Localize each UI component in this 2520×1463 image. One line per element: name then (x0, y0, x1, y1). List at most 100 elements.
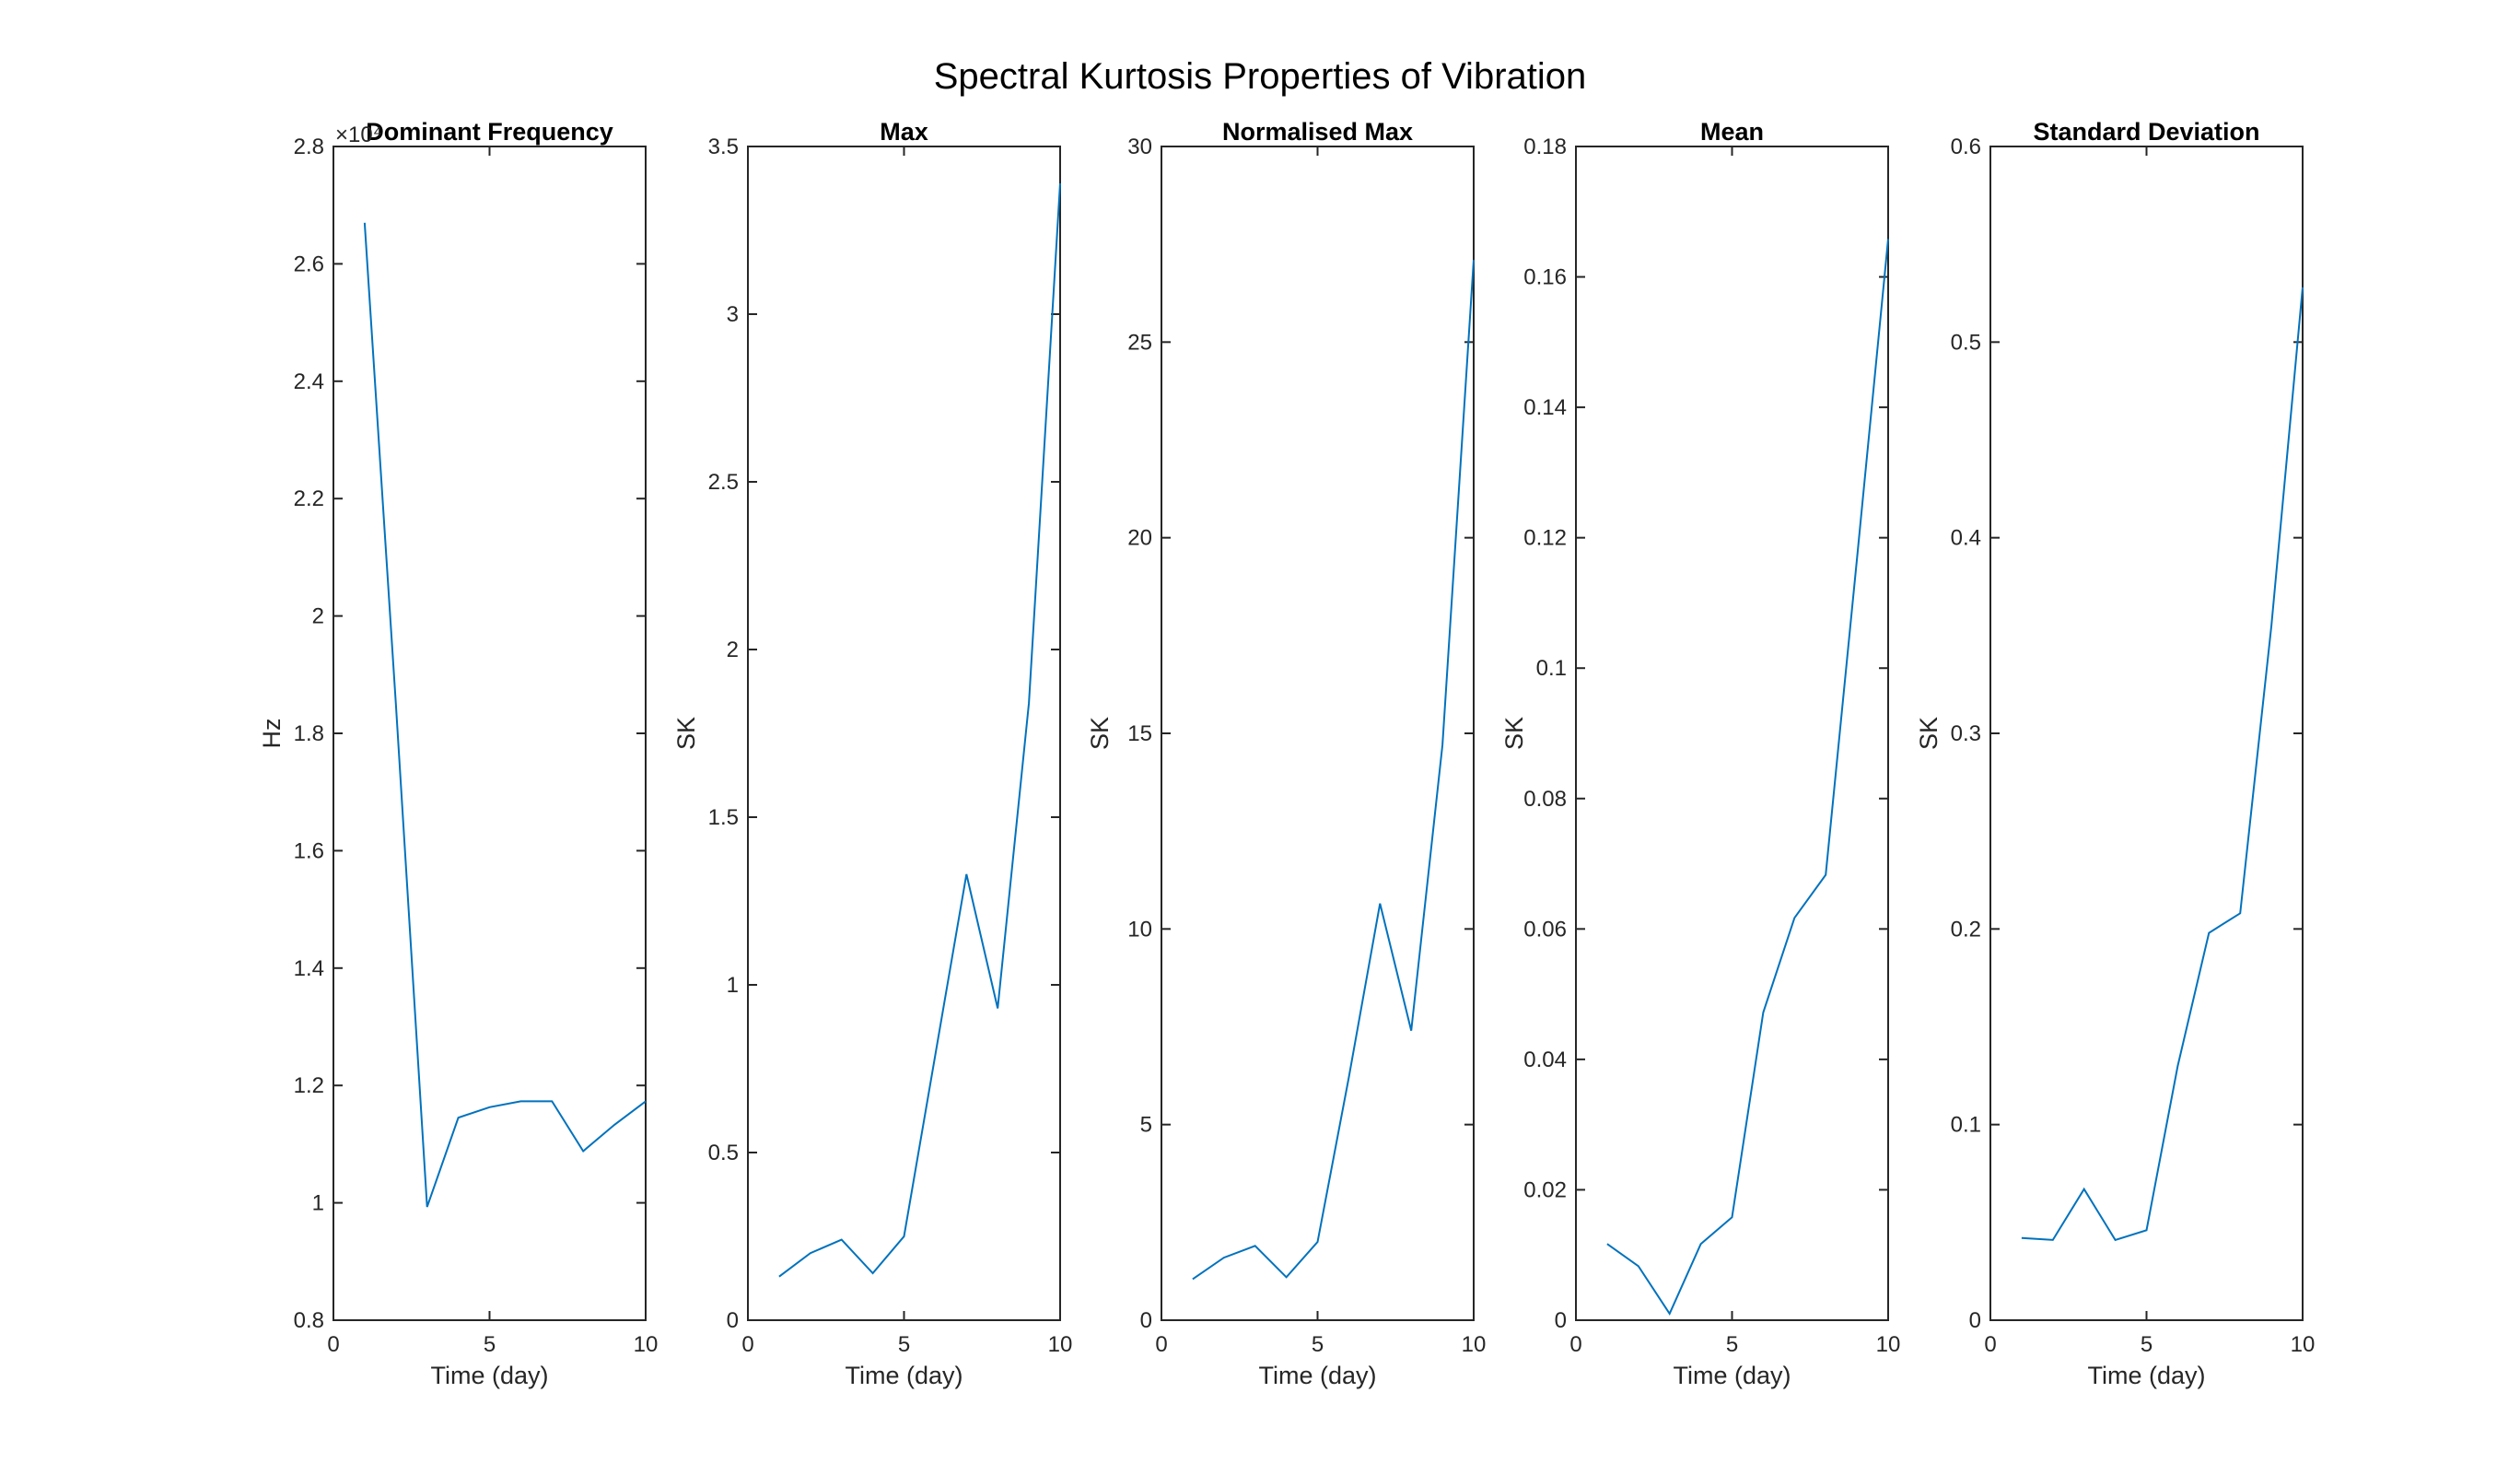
y-tick-label: 1.6 (294, 838, 324, 863)
x-tick-label: 0 (741, 1332, 753, 1357)
data-point (933, 1053, 937, 1057)
y-tick-label: 1.2 (294, 1073, 324, 1098)
y-axis-label: SK (1086, 717, 1114, 750)
x-tick-label: 5 (898, 1332, 910, 1357)
axes-box (1989, 146, 2304, 1321)
y-tick-label: 3 (727, 302, 739, 327)
y-tick-label: 0 (1969, 1308, 1981, 1333)
y-tick-label: 0.18 (1523, 135, 1567, 159)
y-tick-label: 2.8 (294, 135, 324, 159)
x-tick-label: 10 (634, 1332, 659, 1357)
subplot-3: 0 5 10 15 20 25 30 0 5 10 Normalised Max Time (day)… (1086, 118, 1486, 1389)
data-point (871, 1271, 875, 1275)
x-tick-label: 0 (1155, 1332, 1167, 1357)
data-point (1824, 873, 1827, 877)
data-point (1058, 181, 1062, 185)
x-tick-label: 10 (2291, 1332, 2316, 1357)
series-line (363, 222, 647, 1208)
x-tick-label: 5 (484, 1332, 496, 1357)
subplot-title: Max (880, 118, 928, 146)
axes-box (1575, 146, 1889, 1321)
y-tick-label: 0.5 (1951, 330, 1981, 355)
x-tick-label: 5 (1312, 1332, 1324, 1357)
series-line (778, 182, 1061, 1278)
y-tick-label: 2.4 (294, 369, 324, 394)
x-tick-label: 5 (2141, 1332, 2152, 1357)
subplot-1: 0.8 1 1.2 1.4 1.6 1.8 2 2.2 2.4 2.6 2.8 0 5 10 Dominan… (258, 118, 658, 1389)
y-axis-label: SK (1915, 717, 1942, 750)
data-point (1191, 1277, 1195, 1281)
subplot-5: 0 0.1 0.2 0.3 0.4 0.5 0.6 0 5 10 Standard Deviatio… (1915, 118, 2315, 1389)
y-tick-label: 2 (727, 638, 739, 662)
series-line (1606, 239, 1889, 1316)
data-point (2020, 1236, 2024, 1240)
data-point (1699, 1242, 1703, 1246)
x-tick-label: 10 (1048, 1332, 1073, 1357)
data-point (1886, 238, 1890, 241)
y-tick-label: 0 (1140, 1308, 1152, 1333)
data-point (1792, 916, 1796, 919)
y-tick-label: 0.12 (1523, 526, 1567, 551)
y-tick-label: 0.2 (1951, 917, 1981, 942)
data-point (488, 1106, 492, 1109)
data-point (2114, 1238, 2118, 1242)
data-point (1731, 1215, 1734, 1219)
series-line (2021, 287, 2304, 1242)
axes-box (747, 146, 1061, 1321)
y-tick-label: 0.1 (1536, 656, 1567, 681)
y-tick-label: 1.5 (708, 805, 739, 830)
x-axis-label: Time (day) (845, 1362, 962, 1389)
y-axis-label: SK (1500, 717, 1528, 750)
data-point (426, 1205, 429, 1209)
data-point (1761, 1011, 1765, 1014)
data-point (2051, 1238, 2055, 1242)
y-tick-label: 1 (727, 973, 739, 998)
x-tick-label: 10 (1876, 1332, 1901, 1357)
y-axis-label: SK (672, 717, 700, 750)
axes-box (332, 146, 647, 1321)
x-axis-label: Time (day) (2087, 1362, 2205, 1389)
data-point (1409, 1029, 1413, 1033)
y-axis-label: Hz (258, 719, 286, 749)
subplot-2: 0 0.5 1 1.5 2 2.5 3 3.5 0 5 10 Max Time (day) SK (672, 118, 1072, 1389)
subplot-4: 0 0.02 0.04 0.06 0.08 0.1 0.12 0.14 0.16 0.18 0 5 10… (1500, 118, 1900, 1389)
data-point (519, 1099, 522, 1103)
x-axis-label: Time (day) (1673, 1362, 1791, 1389)
data-point (1637, 1264, 1640, 1268)
x-axis-label: Time (day) (430, 1362, 548, 1389)
y-tick-label: 0.14 (1523, 395, 1567, 420)
y-tick-label: 5 (1140, 1113, 1152, 1138)
x-axis-label: Time (day) (1258, 1362, 1376, 1389)
y-tick-label: 25 (1127, 330, 1152, 355)
data-point (1472, 258, 1476, 262)
data-point (457, 1116, 461, 1119)
data-point (2301, 286, 2304, 289)
y-tick-label: 2.5 (708, 470, 739, 495)
data-point (840, 1238, 844, 1242)
data-point (2082, 1188, 2086, 1191)
y-tick-label: 0.06 (1523, 917, 1567, 942)
y-tick-label: 20 (1127, 526, 1152, 551)
y-tick-label: 2.6 (294, 252, 324, 276)
series-line (1192, 260, 1475, 1281)
data-point (2145, 1228, 2149, 1232)
x-tick-label: 0 (327, 1332, 339, 1357)
data-point (2238, 911, 2242, 915)
y-exponent-label: ×10⁴ (335, 123, 382, 147)
subplot-title: Normalised Max (1222, 118, 1413, 146)
y-tick-label: 30 (1127, 135, 1152, 159)
y-tick-label: 3.5 (708, 135, 739, 159)
data-point (964, 872, 968, 876)
data-point (644, 1099, 648, 1103)
y-tick-label: 0.8 (294, 1308, 324, 1333)
data-point (903, 1235, 906, 1238)
y-tick-label: 0.4 (1951, 526, 1981, 551)
data-point (2176, 1064, 2179, 1068)
data-point (1605, 1242, 1609, 1246)
subplot-title: Standard Deviation (2033, 118, 2259, 146)
data-point (996, 1006, 999, 1010)
y-tick-label: 2.2 (294, 486, 324, 511)
y-tick-label: 0.5 (708, 1141, 739, 1165)
data-point (1441, 743, 1444, 747)
